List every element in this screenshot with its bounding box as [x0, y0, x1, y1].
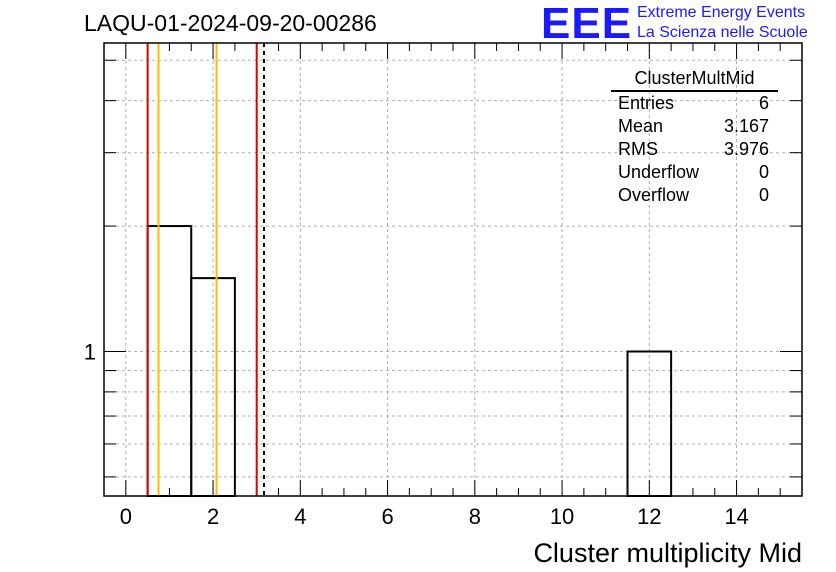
stats-row: Underflow 0: [611, 161, 778, 184]
stats-row-value: 3.976: [723, 139, 769, 159]
stats-row-value: 3.167: [723, 116, 769, 136]
x-tick-label: 0: [120, 504, 132, 529]
x-tick-label: 6: [381, 504, 393, 529]
stats-row: Overflow 0: [611, 184, 778, 207]
stats-row-value: 0: [758, 185, 769, 205]
x-tick-label: 10: [550, 504, 574, 529]
stats-row: Entries 6: [611, 92, 778, 115]
stats-row: Mean 3.167: [611, 115, 778, 138]
stats-row-label: Underflow: [618, 162, 700, 182]
chart-title: LAQU-01-2024-09-20-00286: [84, 10, 377, 36]
logo-line-1: Extreme Energy Events: [637, 4, 806, 21]
y-tick-label: 1: [84, 339, 96, 364]
x-axis-label: Cluster multiplicity Mid: [533, 538, 802, 568]
stats-box-title: ClusterMultMid: [611, 68, 778, 92]
plot-frame: [103, 42, 803, 497]
stats-row-label: RMS: [618, 139, 658, 159]
x-tick-label: 12: [637, 504, 661, 529]
stats-row-label: Overflow: [618, 185, 690, 205]
stats-row: RMS 3.976: [611, 138, 778, 161]
stats-box: ClusterMultMid Entries 6 Mean 3.167 RMS 3.976…: [611, 68, 778, 207]
x-tick-label: 14: [724, 504, 748, 529]
histogram-bin: [146, 225, 193, 497]
stats-row-label: Mean: [618, 116, 664, 136]
x-tick-label: 8: [469, 504, 481, 529]
x-tick-label: 4: [294, 504, 306, 529]
stats-row-label: Entries: [618, 93, 675, 113]
stats-row-value: 6: [758, 93, 769, 113]
eee-logo: EEE: [541, 0, 633, 48]
logo-line-2: La Scienza nelle Scuole: [637, 24, 808, 41]
stats-row-value: 0: [758, 162, 769, 182]
x-tick-label: 2: [207, 504, 219, 529]
